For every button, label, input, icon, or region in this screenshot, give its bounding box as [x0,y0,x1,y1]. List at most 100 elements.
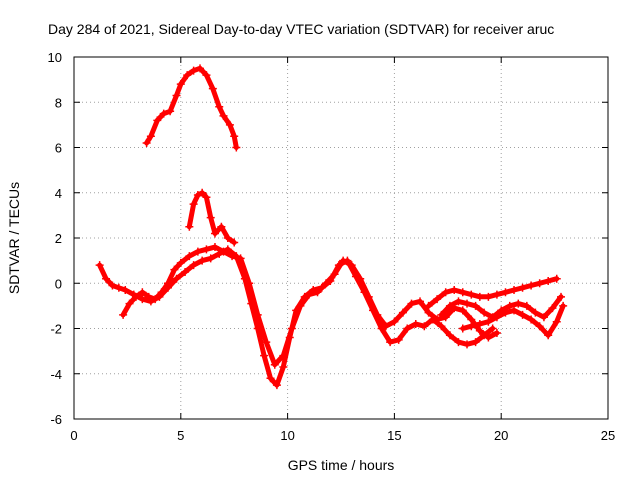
data-point [441,313,450,322]
data-point [420,322,429,331]
data-point [185,252,194,261]
data-point [475,326,484,335]
data-point [548,304,557,313]
data-point [441,288,450,297]
data-point [202,193,211,202]
data-point [144,292,153,301]
data-point [223,234,232,242]
data-point [475,319,484,328]
data-point [189,66,198,75]
y-tick-label: 4 [55,186,62,201]
series-arc-d [119,243,501,369]
data-point [206,254,215,263]
y-tick-label: 2 [55,231,62,246]
data-point [445,301,454,310]
y-tick-label: 8 [55,95,62,110]
data-point [163,279,172,288]
data-point [398,308,407,317]
x-tick-label: 15 [387,428,401,443]
data-point [424,308,433,317]
data-point [480,308,489,317]
data-point [253,310,262,319]
data-point [450,286,459,295]
data-point [208,84,217,93]
x-tick-label: 0 [70,428,77,443]
x-tick-label: 20 [494,428,508,443]
data-point [108,281,117,290]
series-arc-e [424,274,561,310]
data-series [95,64,568,390]
data-point [236,254,245,263]
data-point [492,290,501,299]
data-point [484,317,493,326]
data-point [411,319,420,328]
data-point [270,360,279,369]
data-point [157,288,166,297]
data-point [552,317,561,326]
data-point [146,132,155,141]
data-point [102,274,111,283]
data-point [467,322,476,331]
data-point [202,245,211,254]
data-point [390,317,399,326]
data-point [228,252,237,261]
data-point [527,281,536,290]
data-point [125,299,134,308]
data-point [403,324,412,333]
data-point [262,338,271,347]
data-point [142,138,151,147]
data-point [189,261,198,270]
y-tick-label: 6 [55,141,62,156]
data-point [193,191,202,200]
data-point [206,213,215,222]
data-point [313,288,322,297]
data-point [381,322,390,331]
x-tick-label: 5 [177,428,184,443]
data-point [501,288,510,297]
data-point [510,286,519,295]
data-point [458,288,467,297]
y-tick-label: 0 [55,276,62,291]
data-point [330,270,339,279]
y-tick-label: -6 [50,412,62,427]
data-point [153,116,162,125]
data-point [386,338,395,347]
data-point [518,283,527,292]
grid [74,57,608,419]
series-trace [426,276,560,309]
data-point [514,299,523,308]
data-point [245,279,254,288]
data-point [492,313,501,322]
data-point [407,299,416,308]
data-point [219,111,228,120]
y-tick-label: -4 [50,367,62,382]
data-point [210,243,219,252]
data-point [176,258,185,267]
data-point [505,301,514,310]
data-point [196,64,205,73]
data-point [356,274,365,283]
y-axis-label: SDTVAR / TECUs [6,182,22,294]
data-point [296,301,305,310]
data-point [467,290,476,299]
data-point [287,324,296,333]
series-arc-a [142,64,241,152]
data-point [230,238,239,247]
data-point [437,310,446,319]
data-point [176,80,185,89]
series-trace [186,190,237,245]
data-point [364,292,373,301]
data-point [172,91,181,100]
series-arc-g [458,301,568,340]
data-point [230,132,239,141]
y-tick-label: 10 [48,50,62,65]
data-point [458,324,467,333]
data-point [266,374,275,383]
data-point [210,229,219,238]
data-point [151,295,160,304]
data-point [416,297,425,306]
data-point [181,267,190,276]
data-point [544,276,553,285]
data-point [260,351,269,360]
